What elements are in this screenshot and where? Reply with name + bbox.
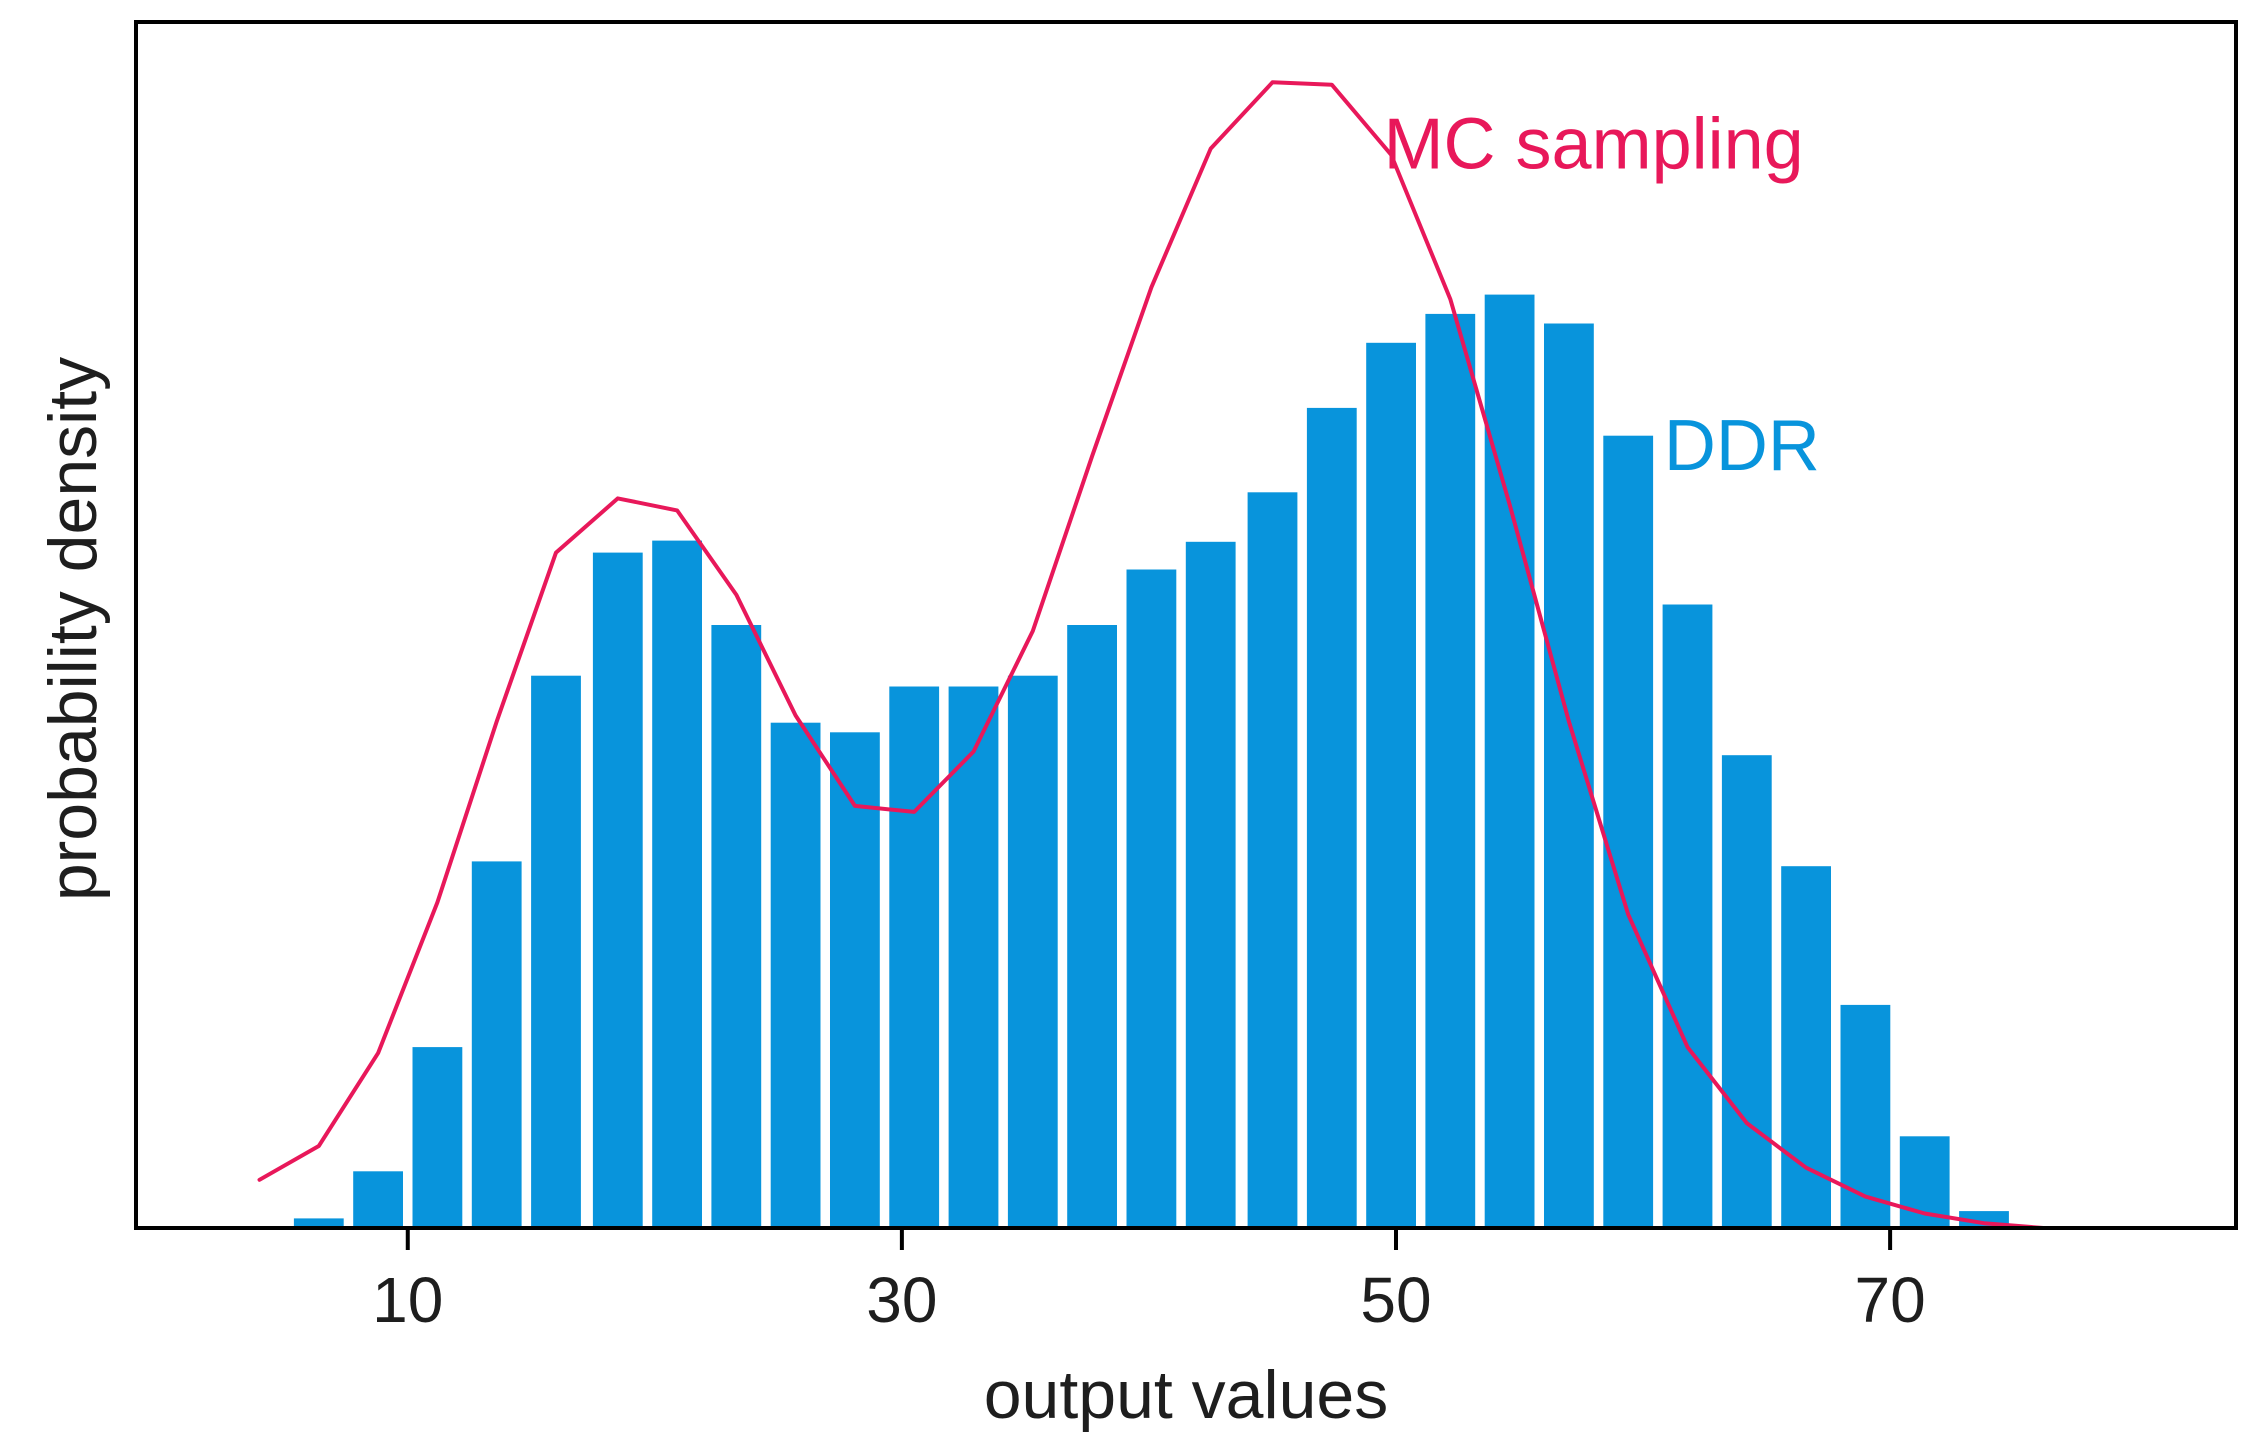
x-tick-label: 10 xyxy=(372,1264,443,1336)
ddr-bar xyxy=(652,540,702,1228)
ddr-bar xyxy=(1425,313,1476,1228)
ddr-bar xyxy=(1247,492,1298,1228)
ddr-bar xyxy=(889,686,940,1228)
ddr-bar xyxy=(1603,435,1654,1228)
x-tick-label: 70 xyxy=(1855,1264,1926,1336)
x-axis-title: output values xyxy=(984,1357,1389,1433)
x-axis-ticks: 10 30 50 70 xyxy=(372,1228,1926,1336)
ddr-bar xyxy=(1721,755,1772,1228)
ddr-bars xyxy=(293,294,2009,1229)
ddr-bar xyxy=(471,861,522,1228)
ddr-bar xyxy=(1366,342,1416,1228)
ddr-bar xyxy=(1185,541,1236,1228)
ddr-bar xyxy=(1662,604,1713,1228)
y-axis-title: probability density xyxy=(35,357,111,901)
ddr-bar xyxy=(1067,625,1117,1228)
ddr-bar xyxy=(770,722,821,1228)
mc-sampling-label: MC sampling xyxy=(1384,105,1804,185)
plot-frame xyxy=(134,20,2238,1230)
ddr-bar xyxy=(1484,294,1535,1229)
ddr-bar xyxy=(1781,866,1831,1228)
ddr-bar xyxy=(1306,407,1357,1228)
x-tick-label: 50 xyxy=(1360,1264,1431,1336)
ddr-bar xyxy=(592,552,643,1228)
ddr-bar xyxy=(830,732,880,1228)
ddr-bar xyxy=(353,1171,403,1228)
ddr-bar xyxy=(531,675,581,1228)
ddr-bar xyxy=(1840,1004,1891,1228)
ddr-bar xyxy=(948,686,999,1228)
ddr-bar xyxy=(711,625,762,1228)
ddr-bar xyxy=(1007,675,1058,1228)
ddr-bar xyxy=(412,1047,463,1228)
ddr-label: DDR xyxy=(1664,406,1820,486)
ddr-bar xyxy=(293,1218,344,1228)
mc-sampling-line xyxy=(257,80,2046,1230)
x-tick-label: 30 xyxy=(866,1264,937,1336)
ddr-bar xyxy=(1126,569,1177,1228)
